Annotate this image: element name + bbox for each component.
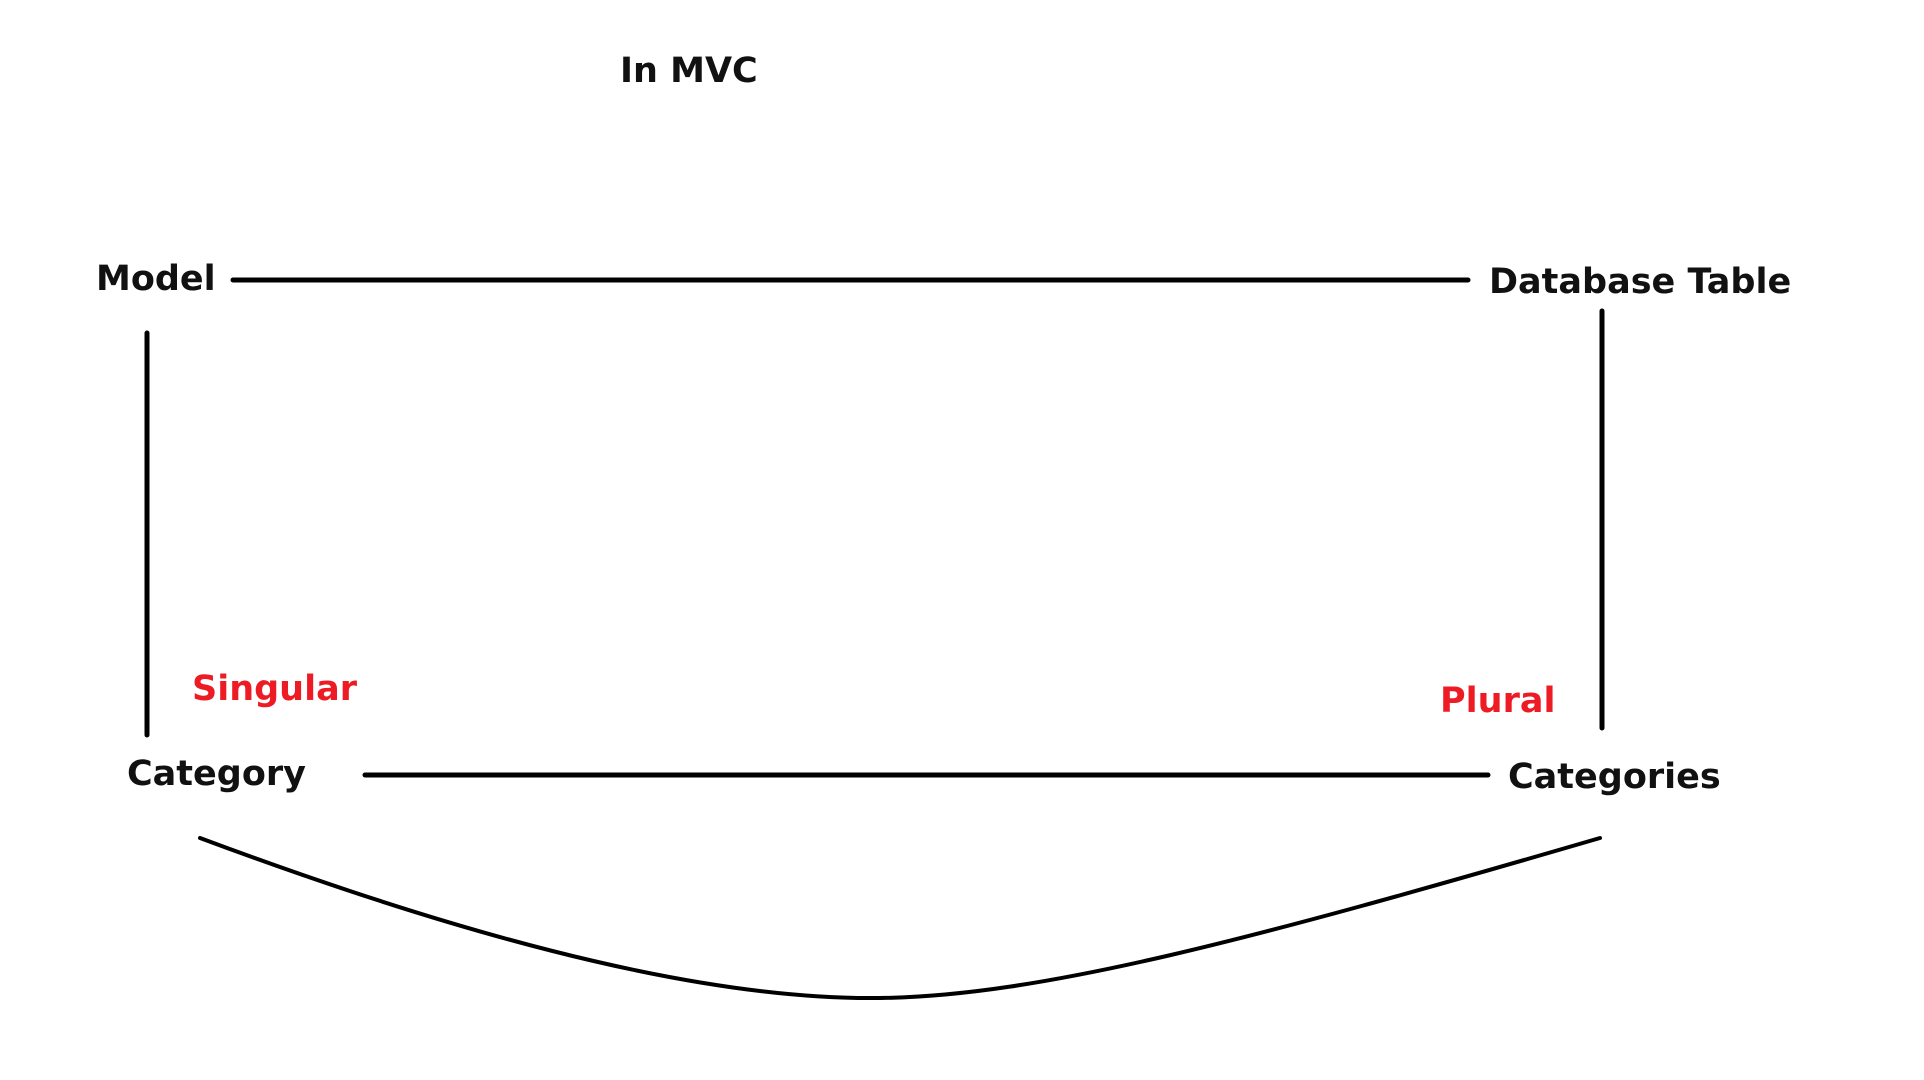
category-label: Category bbox=[127, 754, 306, 794]
category-categories-curve bbox=[198, 836, 1602, 1001]
plural-annotation: Plural bbox=[1440, 681, 1556, 721]
categories-label: Categories bbox=[1508, 757, 1721, 797]
diagram-title: In MVC bbox=[620, 51, 758, 91]
singular-annotation: Singular bbox=[192, 669, 357, 709]
database-table-label: Database Table bbox=[1489, 262, 1792, 302]
model-label: Model bbox=[96, 259, 216, 299]
